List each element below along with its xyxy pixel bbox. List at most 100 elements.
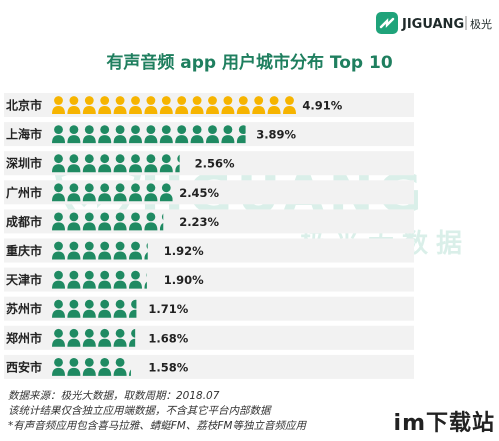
- person-icon: [159, 183, 173, 202]
- person-icon: [82, 270, 96, 289]
- person-icon: [144, 212, 158, 231]
- person-icon: [82, 154, 96, 173]
- person-icon: [129, 183, 142, 202]
- person-icon: [129, 328, 136, 347]
- person-icon: [175, 125, 189, 144]
- person-icon: [52, 299, 65, 318]
- person-icon: [113, 183, 127, 202]
- value-label: 3.89%: [256, 128, 296, 142]
- category-label: 重庆市: [6, 243, 42, 258]
- person-icon: [52, 154, 65, 173]
- chart-row: 深圳市 2.56%: [4, 151, 414, 176]
- person-icon: [67, 125, 81, 144]
- person-icon: [52, 358, 65, 376]
- footnote-1: 该统计结果仅含独立应用端数据，不含其它平台内部数据: [8, 405, 271, 417]
- person-icon: [159, 154, 173, 173]
- person-icon: [52, 96, 65, 114]
- person-icon: [52, 328, 65, 347]
- person-icon: [206, 125, 219, 144]
- person-icon: [82, 125, 96, 144]
- footnote-2: *有声音频应用包含喜马拉雅、蜻蜓FM、荔枝FM等独立音频应用: [8, 420, 306, 432]
- person-icon: [129, 212, 142, 231]
- chart-row: 重庆市 1.92%: [4, 238, 414, 263]
- person-icon: [67, 358, 81, 376]
- person-icon: [175, 154, 180, 173]
- person-icon: [283, 96, 296, 114]
- person-icon: [236, 125, 246, 144]
- person-icon: [252, 96, 266, 114]
- person-icon: [67, 270, 81, 289]
- person-icon: [82, 96, 96, 114]
- chart-title: 有声音频 app 用户城市分布 Top 10: [106, 53, 393, 73]
- person-icon: [159, 96, 173, 114]
- person-icon: [129, 299, 137, 318]
- chart-row: 西安市 1.58%: [4, 354, 414, 379]
- logo-wordmark-cn: 极光: [470, 17, 492, 31]
- person-icon: [129, 96, 142, 114]
- person-icon: [98, 299, 112, 318]
- value-label: 1.71%: [148, 302, 188, 316]
- person-icon: [82, 358, 96, 376]
- person-icon: [67, 241, 81, 260]
- value-label: 1.92%: [164, 244, 204, 258]
- person-icon: [113, 125, 127, 144]
- jiguang-logo-mark: [376, 12, 398, 34]
- person-icon: [98, 328, 112, 347]
- person-icon: [267, 96, 281, 114]
- chart-row: 成都市 2.23%: [4, 209, 414, 234]
- person-icon: [82, 241, 96, 260]
- person-icon: [206, 96, 219, 114]
- person-icon: [175, 96, 189, 114]
- person-icon: [52, 270, 65, 289]
- person-icon: [52, 125, 65, 144]
- value-label: 1.58%: [148, 360, 188, 374]
- chart-row: 广州市 2.45%: [4, 180, 414, 205]
- person-icon: [98, 125, 112, 144]
- person-icon: [221, 125, 235, 144]
- person-icon: [82, 299, 96, 318]
- person-icon: [129, 270, 142, 289]
- row-track: [4, 267, 414, 292]
- category-label: 成都市: [6, 214, 42, 229]
- person-icon: [67, 183, 81, 202]
- category-label: 深圳市: [6, 156, 42, 171]
- person-icon: [98, 154, 112, 173]
- person-icon: [113, 328, 127, 347]
- person-icon: [98, 183, 112, 202]
- person-icon: [82, 212, 96, 231]
- person-icon: [113, 270, 127, 289]
- person-icon: [113, 154, 127, 173]
- value-label: 2.23%: [179, 215, 219, 229]
- value-label: 4.91%: [302, 99, 342, 113]
- category-label: 苏州市: [6, 301, 42, 316]
- person-icon: [98, 212, 112, 231]
- person-icon: [98, 241, 112, 260]
- person-icon: [144, 154, 158, 173]
- category-label: 广州市: [6, 185, 42, 200]
- person-icon: [144, 183, 158, 202]
- corner-watermark: im下载站: [393, 411, 495, 436]
- person-icon: [144, 125, 158, 144]
- data-source: 数据来源：极光大数据，取数周期：2018.07: [8, 390, 220, 402]
- row-track: [4, 325, 414, 350]
- person-icon: [221, 96, 235, 114]
- chart-row: 北京市 4.91%: [4, 93, 414, 117]
- person-icon: [98, 270, 112, 289]
- chart-row: 上海市 3.89%: [4, 122, 414, 147]
- person-icon: [129, 154, 142, 173]
- category-label: 天津市: [6, 272, 42, 287]
- person-icon: [98, 358, 112, 376]
- person-icon: [190, 125, 204, 144]
- logo-wordmark: JIGUANG: [401, 17, 464, 32]
- row-track: [4, 238, 414, 263]
- category-label: 西安市: [6, 359, 42, 374]
- person-icon: [113, 241, 127, 260]
- value-label: 2.45%: [179, 186, 219, 200]
- person-icon: [67, 328, 81, 347]
- person-icon: [144, 273, 147, 289]
- row-track: [4, 296, 414, 321]
- person-icon: [52, 212, 65, 231]
- person-icon: [52, 241, 65, 260]
- jiguang-logo: JIGUANG 极光: [376, 12, 492, 34]
